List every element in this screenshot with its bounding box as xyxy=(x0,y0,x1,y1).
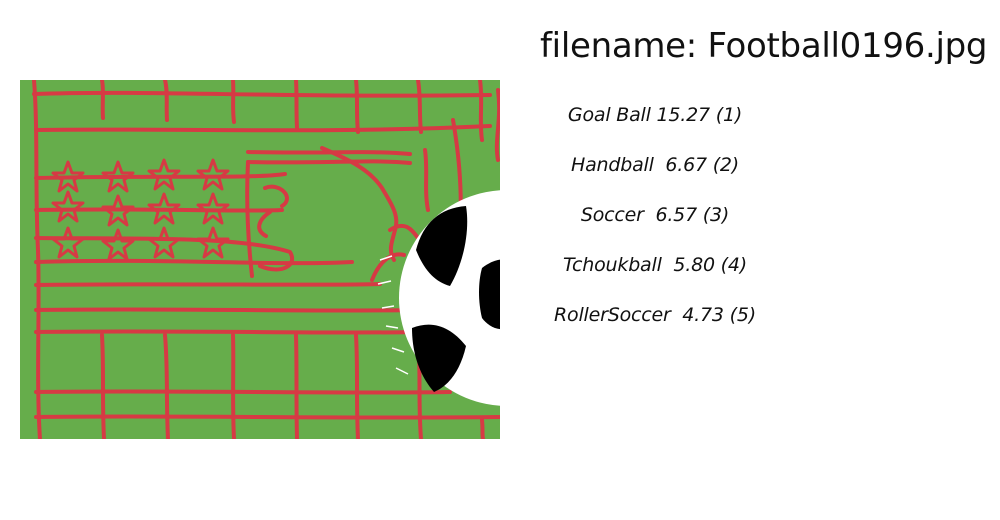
prediction-item: Handball 6.67 (2) xyxy=(570,154,740,176)
soccer-ball xyxy=(377,190,500,406)
prediction-item: Tchoukball 5.80 (4) xyxy=(562,254,747,276)
filename-title: filename: Football0196.jpg xyxy=(540,26,988,66)
flag-stars xyxy=(51,158,230,261)
prediction-item: Soccer 6.57 (3) xyxy=(580,204,730,226)
soccer-net-illustration xyxy=(20,80,500,439)
goal-net xyxy=(32,80,500,439)
prediction-item: Goal Ball 15.27 (1) xyxy=(567,104,743,126)
prediction-item: RollerSoccer 4.73 (5) xyxy=(554,304,756,326)
prediction-list: Goal Ball 15.27 (1) Handball 6.67 (2) So… xyxy=(520,100,790,350)
football-image xyxy=(20,80,500,439)
